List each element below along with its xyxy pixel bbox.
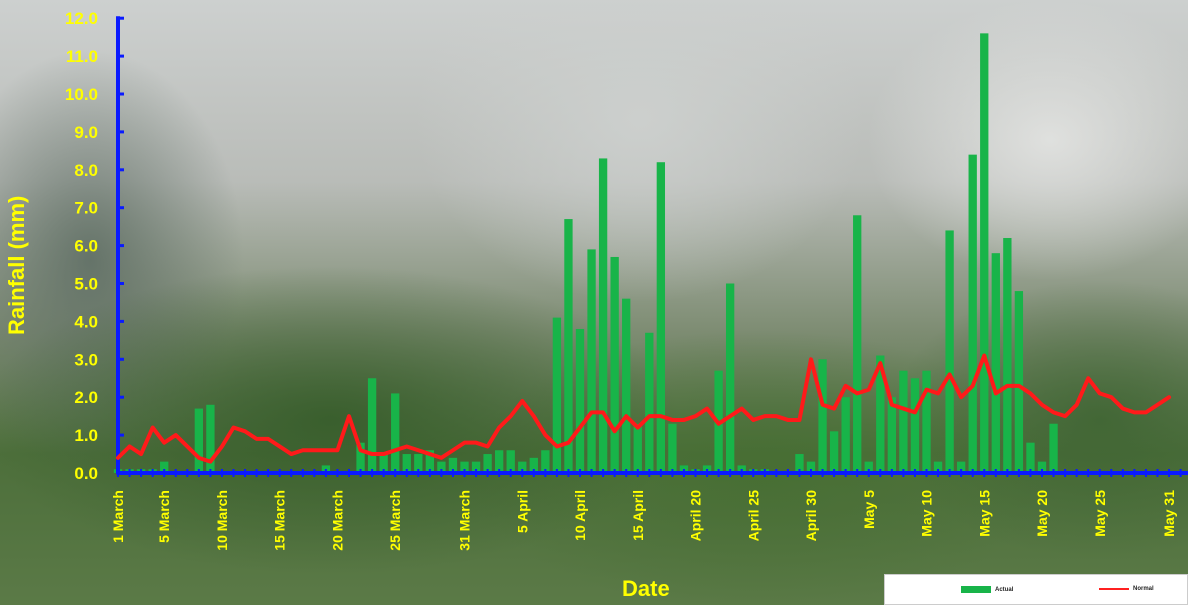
- bar-actual: [402, 454, 411, 473]
- x-tick-label: April 20: [688, 490, 704, 542]
- x-tick-label: 10 March: [214, 490, 230, 551]
- bar-actual: [598, 158, 608, 473]
- bar-actual: [991, 253, 1000, 473]
- bar-actual: [968, 154, 977, 473]
- bar-actual: [518, 461, 527, 473]
- y-tick-label: 10.0: [65, 85, 98, 104]
- bar-actual: [587, 249, 596, 473]
- x-tick-label: May 31: [1161, 490, 1177, 537]
- bar-actual: [529, 457, 538, 473]
- bar-actual: [437, 461, 446, 473]
- y-tick-label: 2.0: [74, 388, 98, 407]
- y-tick-label: 4.0: [74, 312, 98, 331]
- bar-actual: [864, 461, 873, 473]
- bar-actual: [876, 355, 885, 473]
- bar-actual: [622, 298, 631, 473]
- bar-actual: [206, 404, 215, 473]
- x-tick-label: May 25: [1092, 490, 1108, 537]
- legend-swatch-actual: [961, 586, 991, 593]
- bar-actual: [795, 454, 804, 473]
- bar-actual: [379, 454, 388, 473]
- bar-actual: [910, 378, 920, 473]
- legend-item-normal: Normal: [1099, 586, 1154, 592]
- bar-actual: [841, 397, 850, 473]
- x-tick-label: 10 April: [572, 490, 588, 541]
- bar-actual: [933, 461, 943, 473]
- bar-actual: [552, 317, 562, 473]
- y-tick-label: 11.0: [66, 47, 98, 66]
- y-tick-label: 12.0: [65, 9, 98, 28]
- x-tick-label: 15 March: [272, 490, 288, 551]
- y-tick-label: 9.0: [74, 123, 98, 142]
- x-tick-label: 15 April: [630, 490, 646, 541]
- bar-actual: [725, 283, 735, 473]
- x-tick-label: April 25: [745, 490, 761, 542]
- bar-actual: [367, 378, 377, 473]
- line-normal: [116, 353, 1172, 464]
- bar-actual: [887, 397, 897, 473]
- x-tick-label: 1 March: [110, 490, 126, 543]
- x-tick-label: May 10: [919, 490, 935, 537]
- x-tick-label: 5 April: [514, 490, 530, 533]
- bar-actual: [956, 461, 966, 473]
- bar-actual: [471, 461, 481, 473]
- bar-actual: [575, 328, 585, 473]
- bar-actual: [633, 423, 642, 473]
- bar-actual: [1014, 291, 1024, 473]
- x-axis-label: Date: [622, 576, 670, 601]
- bar-actual: [414, 454, 423, 473]
- y-tick-label: 8.0: [74, 161, 98, 180]
- bar-actual: [1049, 423, 1058, 473]
- bar-actual: [853, 215, 862, 473]
- bar-actual: [541, 450, 550, 473]
- legend-swatch-normal: [1099, 588, 1129, 590]
- bar-actual: [494, 450, 504, 473]
- bar-actual: [448, 457, 458, 473]
- bar-actual: [483, 454, 492, 473]
- bar-actual: [564, 219, 573, 473]
- legend-item-actual: Actual: [961, 586, 1013, 593]
- bar-actual: [945, 230, 954, 473]
- legend: Actual Normal: [884, 574, 1188, 605]
- y-tick-label: 6.0: [74, 237, 98, 256]
- bar-actual: [806, 461, 816, 473]
- legend-label-actual: Actual: [995, 586, 1014, 593]
- x-tick-label: May 15: [976, 490, 992, 537]
- bar-actual: [922, 370, 931, 473]
- legend-label-normal: Normal: [1133, 586, 1154, 592]
- x-tick-label: 25 March: [387, 490, 403, 551]
- bar-actual: [610, 256, 619, 473]
- bar-actual: [425, 450, 435, 473]
- bar-actual: [1037, 461, 1047, 473]
- bar-actual: [818, 359, 827, 473]
- bar-actual: [899, 370, 908, 473]
- bar-actual: [829, 431, 839, 473]
- bar-actual: [356, 442, 365, 473]
- bar-actual: [1026, 442, 1035, 473]
- bar-actual: [506, 450, 515, 473]
- bar-actual: [1003, 238, 1012, 473]
- bar-actual: [460, 461, 469, 473]
- bar-actual: [645, 332, 654, 473]
- bar-actual: [194, 408, 204, 473]
- y-tick-label: 0.0: [74, 464, 98, 483]
- bar-actual: [160, 461, 169, 473]
- bar-actual: [980, 33, 989, 474]
- x-tick-label: 20 March: [330, 490, 346, 551]
- y-tick-label: 7.0: [74, 199, 98, 218]
- x-tick-label: May 5: [861, 490, 877, 529]
- bar-actual: [391, 393, 400, 473]
- x-tick-label: 31 March: [457, 490, 473, 551]
- y-tick-label: 5.0: [74, 275, 98, 294]
- x-tick-label: 5 March: [156, 490, 172, 543]
- x-tick-label: May 20: [1034, 490, 1050, 537]
- y-tick-label: 3.0: [74, 350, 98, 369]
- y-tick-label: 1.0: [74, 426, 98, 445]
- y-axis-label: Rainfall (mm): [4, 195, 29, 335]
- bar-actual: [668, 423, 677, 473]
- bar-actual: [656, 162, 666, 473]
- x-tick-label: April 30: [803, 490, 819, 542]
